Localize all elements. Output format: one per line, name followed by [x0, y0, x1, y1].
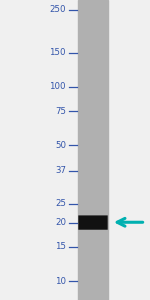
Bar [78, 0, 108, 300]
Text: 150: 150 [50, 48, 66, 57]
Text: 250: 250 [50, 5, 66, 14]
Text: 20: 20 [55, 218, 66, 227]
FancyBboxPatch shape [78, 215, 108, 230]
Text: 100: 100 [50, 82, 66, 91]
Text: 75: 75 [55, 107, 66, 116]
Text: 37: 37 [55, 166, 66, 175]
Text: 15: 15 [55, 242, 66, 251]
Text: 25: 25 [55, 200, 66, 208]
Text: 50: 50 [55, 141, 66, 150]
Text: 10: 10 [55, 277, 66, 286]
